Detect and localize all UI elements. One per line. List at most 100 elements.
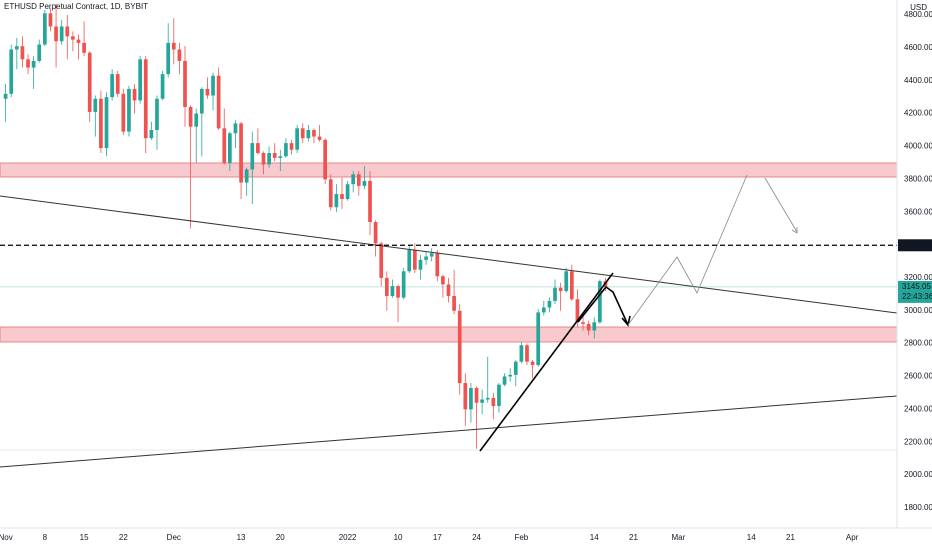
candle-body (351, 174, 356, 185)
candle-body (413, 249, 417, 270)
price-axis (897, 0, 932, 528)
candle-body (396, 286, 400, 298)
x-tick-label: 13 (237, 533, 246, 542)
x-tick-label: 14 (590, 533, 599, 542)
y-tick-label: 4800.00 (904, 10, 932, 19)
y-tick-label: 3600.00 (904, 207, 932, 216)
x-tick-label: 22 (119, 533, 128, 542)
candle-body (530, 361, 535, 365)
x-tick-label: 21 (629, 533, 638, 542)
candle-body (497, 384, 501, 407)
candle-body (379, 243, 384, 278)
candle-body (373, 222, 378, 244)
candle-body (115, 74, 120, 94)
level-label: 3398.40 (902, 240, 931, 249)
x-tick-label: 14 (747, 533, 756, 542)
candle-body (166, 42, 171, 75)
candle-body (491, 397, 496, 407)
candle-body (300, 128, 305, 139)
candle-body (547, 300, 552, 308)
candle-body (272, 152, 277, 158)
candle-body (93, 98, 98, 112)
candle-body (26, 59, 30, 68)
candle-body (267, 152, 271, 165)
candle-body (127, 88, 131, 132)
candle-body (441, 276, 445, 285)
y-tick-label: 4200.00 (904, 109, 932, 118)
x-tick-label: Apr (846, 533, 859, 542)
candle-body (160, 74, 165, 99)
candle-body (536, 312, 541, 365)
candle-body (261, 152, 266, 165)
x-tick-label: 17 (433, 533, 442, 542)
candle-body (469, 387, 473, 410)
candle-body (569, 271, 574, 300)
arrow-head (791, 227, 798, 234)
resistance-zone (0, 162, 898, 178)
candle-body (457, 310, 462, 384)
level-tag (898, 239, 932, 252)
x-tick-label: 20 (276, 533, 285, 542)
x-tick-label: Feb (514, 533, 528, 542)
drawings (0, 174, 898, 468)
countdown-label: 22:43:36 (902, 292, 932, 301)
candle-body (59, 26, 64, 42)
candle-body (155, 98, 159, 130)
descending-trendline (0, 195, 898, 314)
candle-body (480, 399, 484, 403)
y-tick-label: 2000.00 (904, 470, 932, 479)
candle-body (82, 42, 86, 53)
y-tick-label: 4400.00 (904, 76, 932, 85)
candle-body (525, 345, 529, 362)
candle-body (592, 322, 597, 331)
candle-body (143, 59, 148, 139)
candle-body (558, 287, 563, 292)
candle-body (586, 323, 591, 331)
y-tick-label: 2200.00 (904, 437, 932, 446)
candle-body (31, 60, 36, 68)
candle-body (211, 75, 215, 96)
candle-body (424, 256, 428, 260)
candle-body (256, 143, 260, 153)
x-tick-label: Nov (0, 533, 13, 542)
candle-body (76, 39, 81, 43)
candle-body (71, 36, 75, 40)
candle-body (284, 143, 288, 157)
candle-body (216, 75, 221, 129)
candle-body (132, 88, 137, 101)
candle-body (228, 133, 232, 163)
candle-body (295, 128, 299, 150)
candle-body (110, 74, 114, 98)
candle-body (513, 361, 518, 375)
y-tick-label: 4000.00 (904, 142, 932, 151)
candle-body (598, 281, 602, 323)
x-tick-label: Mar (671, 533, 685, 542)
candle-body (435, 253, 440, 277)
candle-body (199, 88, 204, 114)
candle-body (171, 42, 176, 50)
x-tick-label: 2022 (339, 533, 357, 542)
candle-body (356, 174, 361, 186)
candle-body (345, 184, 350, 200)
y-tick-label: 3800.00 (904, 174, 932, 183)
y-tick-label: 3200.00 (904, 273, 932, 282)
candle-body (463, 383, 468, 410)
candle-body (42, 13, 47, 45)
candle-body (317, 136, 322, 140)
candle-body (244, 169, 249, 183)
candle-body (9, 49, 14, 94)
candle-body (334, 194, 339, 208)
candle-body (519, 345, 524, 362)
candle-body (194, 113, 199, 127)
x-tick-label: Dec (167, 533, 181, 542)
candle-body (37, 44, 42, 61)
candle-body (306, 129, 311, 139)
candle-body (323, 139, 328, 180)
candle-body (328, 179, 333, 208)
projection (627, 174, 748, 326)
x-tick-label: 15 (80, 533, 89, 542)
candle-body (104, 97, 109, 149)
